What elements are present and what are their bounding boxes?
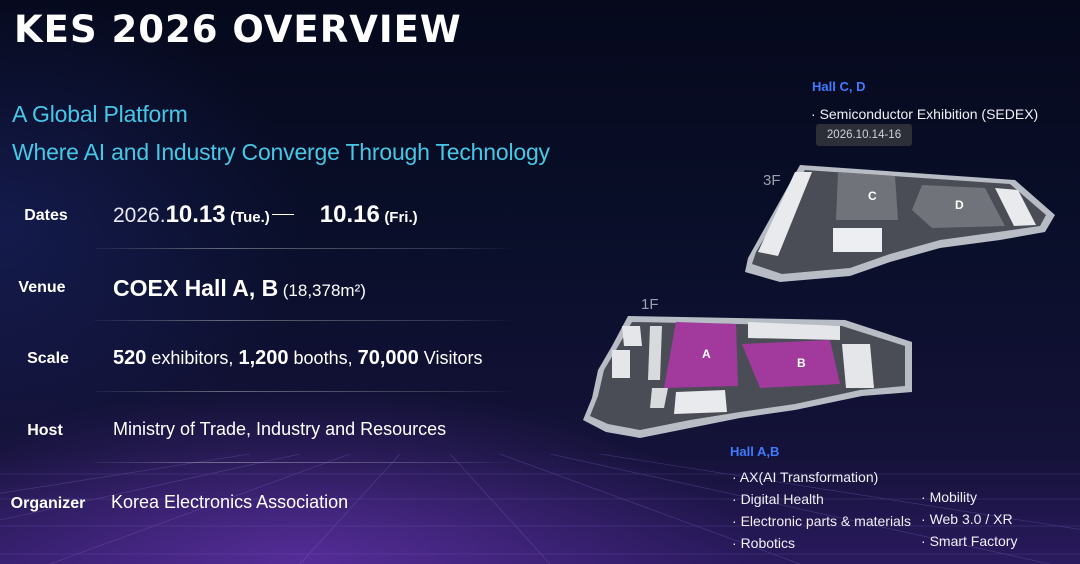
host-value: Ministry of Trade, Industry and Resource…: [113, 419, 447, 439]
hall-ab-item: · Web 3.0 / XR: [921, 511, 1013, 527]
hall-cd-title: Hall C, D: [812, 79, 866, 94]
divider: [95, 248, 515, 249]
floor-3f-label: 3F: [763, 172, 781, 189]
hall-cd-item: · Semiconductor Exhibition (SEDEX): [811, 106, 1039, 122]
subtitle-line-2: Where AI and Industry Converge Through T…: [12, 139, 550, 165]
hall-ab-item-text: AX(AI Transformation): [739, 469, 879, 485]
scale-exhibitors-text: exhibitors,: [151, 348, 234, 368]
venue-area: (18,378m²): [282, 281, 366, 300]
scale-visitors-num: 70,000: [357, 347, 419, 369]
scale-booths-text: booths,: [293, 348, 353, 368]
scale-value: 520 exhibitors, 1,200 booths, 70,000 Vis…: [113, 347, 482, 370]
hall-ab-item-text: Robotics: [740, 535, 796, 551]
hall-ab-item: · Electronic parts & materials: [732, 513, 911, 529]
dates-start-md: 10.13: [165, 201, 226, 228]
hall-ab-item-text: Smart Factory: [929, 533, 1018, 549]
floor-1f-label: 1F: [641, 296, 659, 313]
scale-label: Scale: [27, 350, 69, 367]
organizer-label: Organizer: [10, 495, 86, 512]
floor-1f-map: A B: [583, 316, 912, 438]
hall-ab-item-text: Digital Health: [740, 491, 824, 507]
scale-exhibitors-num: 520: [113, 347, 147, 369]
subtitle-line-1: A Global Platform: [12, 101, 188, 127]
divider: [95, 320, 515, 321]
scale-booths-num: 1,200: [238, 347, 289, 369]
host-label: Host: [27, 422, 63, 439]
hall-d-label: D: [955, 198, 964, 212]
hall-ab-item: · Digital Health: [732, 491, 824, 507]
background-grid: [0, 454, 1080, 564]
dates-end-day: (Fri.): [384, 209, 418, 226]
hall-ab-item: · Smart Factory: [921, 533, 1018, 549]
hall-ab-item: · AX(AI Transformation): [732, 469, 879, 485]
venue-label: Venue: [18, 279, 66, 296]
venue-value: COEX Hall A, B (18,378m²): [113, 275, 366, 302]
page-title: KES 2026 OVERVIEW: [14, 8, 462, 51]
hall-cd-date-badge: 2026.10.14-16: [816, 124, 912, 146]
scale-visitors-text: Visitors: [423, 348, 483, 368]
hall-ab-item-text: Electronic parts & materials: [740, 513, 911, 529]
hall-c-label: C: [868, 189, 877, 203]
dates-start-day: (Tue.): [230, 209, 270, 226]
hall-ab-item-text: Mobility: [929, 489, 978, 505]
hall-b-label: B: [797, 356, 806, 370]
hall-a-label: A: [702, 347, 711, 361]
hall-ab-title: Hall A,B: [730, 444, 780, 459]
hall-ab-item: · Mobility: [921, 489, 978, 505]
dates-end-md: 10.16: [319, 201, 380, 228]
hall-cd-item-text: Semiconductor Exhibition (SEDEX): [819, 106, 1039, 122]
dates-arrow: [271, 214, 294, 216]
dates-value: 2026.10.13 (Tue.) 10.16 (Fri.): [113, 201, 418, 229]
dates-start-year: 2026.: [113, 204, 166, 227]
floor-3f-map: C D: [745, 165, 1055, 282]
dates-label: Dates: [24, 207, 68, 224]
divider: [95, 462, 515, 463]
divider: [95, 391, 515, 392]
hall-ab-item: · Robotics: [732, 535, 796, 551]
hall-ab-item-text: Web 3.0 / XR: [929, 511, 1013, 527]
venue-name: COEX Hall A, B: [113, 275, 279, 301]
organizer-value: Korea Electronics Association: [111, 492, 349, 512]
